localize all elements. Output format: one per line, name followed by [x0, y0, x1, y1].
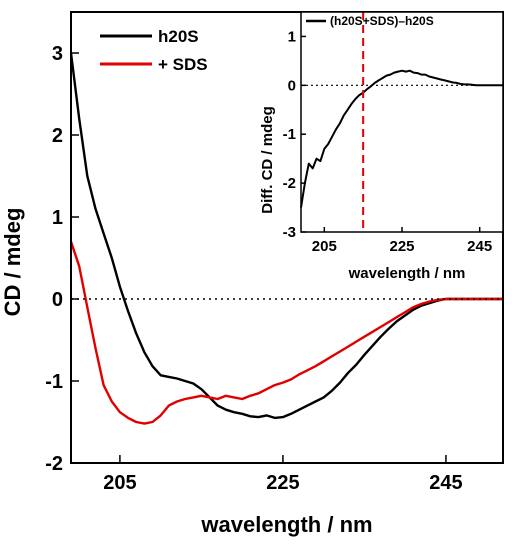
- main-y-tick-label: 2: [52, 125, 63, 147]
- inset-y-tick-label: -2: [283, 175, 296, 192]
- main-x-tick-label: 225: [266, 472, 299, 494]
- inset-x-axis-title: wavelength / nm: [348, 265, 466, 282]
- main-x-tick-label: 245: [429, 472, 462, 494]
- main-chart: 205 225 245 3 2 1 0 -1 -2 wavelength / nm CD / m…: [0, 11, 504, 537]
- main-y-tick-label: -1: [45, 371, 63, 393]
- series-line-a-main: [69, 52, 503, 420]
- inset-chart: 205 225 245 1 0 -1 -2 -3 wavelength / nm Diff. …: [259, 11, 504, 282]
- inset-y-axis-title: Diff. CD / mdeg: [259, 106, 276, 214]
- main-y-tick-label: 0: [52, 289, 63, 311]
- series-line-a-inset: [300, 69, 503, 208]
- main-x-axis-title: wavelength / nm: [200, 512, 372, 537]
- legend-label-sds: + SDS: [158, 55, 208, 74]
- inset-legend-label: (h20S+SDS)–h20S: [330, 14, 434, 28]
- main-y-axis-title: CD / mdeg: [0, 208, 25, 317]
- main-x-tick-label: 205: [103, 472, 136, 494]
- main-legend: h20S + SDS: [100, 27, 208, 74]
- series-line-b-main: [69, 241, 503, 425]
- inset-x-tick-label: 225: [389, 238, 414, 255]
- main-axis-ticks: 205 225 245 3 2 1 0 -1 -2: [45, 43, 462, 494]
- inset-y-tick-label: -1: [283, 126, 296, 143]
- main-y-tick-label: -2: [45, 453, 63, 475]
- inset-y-tick-label: 0: [288, 77, 296, 94]
- inset-y-tick-label: -3: [283, 224, 296, 241]
- inset-y-tick-label: 1: [288, 28, 296, 45]
- inset-background: [301, 12, 503, 232]
- main-y-tick-label: 1: [52, 207, 63, 229]
- main-y-tick-label: 3: [52, 43, 63, 65]
- main-series-lines: [69, 52, 503, 425]
- legend-label-h20s: h20S: [158, 27, 199, 46]
- inset-axis-ticks: 205 225 245 1 0 -1 -2 -3: [283, 28, 493, 255]
- main-plot-frame: [70, 11, 504, 464]
- inset-x-tick-label: 245: [467, 238, 492, 255]
- inset-legend: (h20S+SDS)–h20S: [306, 14, 434, 28]
- inset-series-lines: [300, 69, 503, 208]
- inset-x-tick-label: 205: [312, 238, 337, 255]
